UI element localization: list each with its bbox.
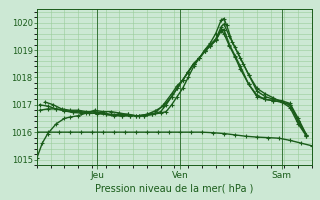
X-axis label: Pression niveau de la mer( hPa ): Pression niveau de la mer( hPa )	[95, 184, 253, 194]
